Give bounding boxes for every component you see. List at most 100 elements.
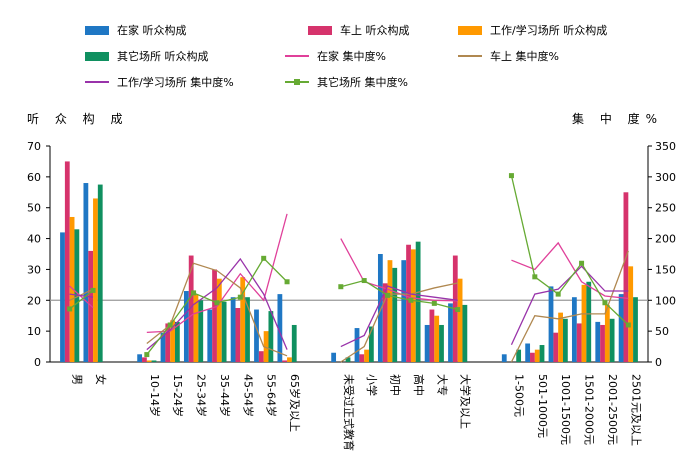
category-label: 55-64岁 xyxy=(265,374,279,417)
bar xyxy=(198,300,204,362)
line-marker xyxy=(90,287,96,293)
bar xyxy=(151,360,157,362)
legend-label: 其它场所 集中度% xyxy=(317,76,408,89)
series-line xyxy=(340,285,458,348)
bar xyxy=(277,294,283,362)
line-marker xyxy=(284,279,290,285)
legend-swatch xyxy=(85,51,109,61)
bar xyxy=(88,250,94,362)
bar xyxy=(282,360,288,362)
right-tick-label: 150 xyxy=(655,263,676,276)
series-line xyxy=(511,241,629,300)
line-marker xyxy=(214,300,220,306)
bar xyxy=(368,326,374,362)
line-marker xyxy=(67,306,73,312)
legend-item-work-audience: 工作/学习场所 听众构成 xyxy=(458,23,607,37)
left-tick-label: 40 xyxy=(27,233,41,246)
bar xyxy=(263,331,269,362)
line-marker xyxy=(144,352,150,358)
bar xyxy=(345,357,351,362)
line-marker xyxy=(602,300,608,306)
legend-swatch xyxy=(85,81,109,83)
series-line xyxy=(146,257,288,351)
bar xyxy=(410,249,416,362)
bar xyxy=(235,308,241,362)
series-line xyxy=(146,213,288,334)
line-marker xyxy=(532,274,538,280)
bar xyxy=(558,312,563,362)
category-label: 35-44岁 xyxy=(218,374,232,417)
bar xyxy=(216,278,222,362)
legend-marker xyxy=(294,79,300,85)
right-tick-label: 200 xyxy=(655,233,676,246)
bar xyxy=(618,294,624,362)
bar xyxy=(516,349,522,362)
bar xyxy=(586,281,592,362)
left-tick-label: 20 xyxy=(27,294,41,307)
legend-item-work-concentration: 工作/学习场所 集中度% xyxy=(85,75,234,89)
line-marker xyxy=(261,255,267,261)
bar xyxy=(595,321,601,362)
bar xyxy=(212,269,217,362)
bar xyxy=(401,260,407,362)
category-label: 女 xyxy=(94,374,108,385)
bar xyxy=(600,324,605,362)
bar xyxy=(609,318,615,362)
bar xyxy=(93,198,98,362)
line-marker xyxy=(338,284,344,290)
left-axis-title: 听 众 构 成 xyxy=(27,112,129,126)
right-tick-label: 100 xyxy=(655,294,676,307)
legend-item-other-concentration: 其它场所 集中度% xyxy=(285,75,408,89)
bar xyxy=(137,354,143,362)
legend-label: 工作/学习场所 集中度% xyxy=(117,76,234,89)
bar xyxy=(439,324,444,362)
category-label: 初中 xyxy=(389,374,403,396)
bar xyxy=(387,260,393,362)
bar xyxy=(287,357,292,362)
category-label: 高中 xyxy=(412,374,426,396)
bar xyxy=(406,244,411,362)
bar xyxy=(146,360,152,362)
bar xyxy=(548,286,554,362)
bar xyxy=(364,349,369,362)
left-tick-label: 50 xyxy=(27,202,41,215)
category-label: 15-24岁 xyxy=(171,374,185,417)
legend-swatch xyxy=(285,55,309,57)
legend-label: 工作/学习场所 听众构成 xyxy=(490,24,608,37)
line-marker xyxy=(455,307,461,313)
right-tick-label: 300 xyxy=(655,171,676,184)
right-tick-label: 350 xyxy=(655,140,676,153)
category-label: 小学 xyxy=(365,374,379,396)
category-label: 45-54岁 xyxy=(241,374,255,417)
line-marker xyxy=(508,173,514,179)
bar xyxy=(258,351,264,362)
series-line xyxy=(340,279,458,311)
legend: 在家 听众构成 车上 听众构成 工作/学习场所 听众构成 其它场所 听众构成 在… xyxy=(85,18,685,98)
bar xyxy=(462,304,468,362)
bar xyxy=(60,232,65,362)
bar xyxy=(457,278,463,362)
bar xyxy=(571,297,577,362)
legend-label: 车上 听众构成 xyxy=(340,24,410,37)
bar xyxy=(221,301,227,362)
legend-swatch xyxy=(285,79,309,85)
legend-item-home-concentration: 在家 集中度% xyxy=(285,49,386,63)
bar xyxy=(448,303,453,362)
bar xyxy=(562,318,568,362)
line-marker xyxy=(385,292,391,298)
right-tick-label: 0 xyxy=(655,356,662,369)
bar xyxy=(434,315,440,362)
legend-item-other-audience: 其它场所 听众构成 xyxy=(85,49,209,63)
right-axis-title: 集 中 度% xyxy=(572,112,664,126)
bar xyxy=(525,343,531,362)
legend-swatch xyxy=(85,25,109,35)
line-marker xyxy=(579,260,585,266)
bar xyxy=(170,320,175,362)
bar xyxy=(331,352,337,362)
line-marker xyxy=(167,322,173,328)
bar xyxy=(230,297,236,362)
series-line xyxy=(340,282,458,363)
legend-label: 其它场所 听众构成 xyxy=(117,50,209,63)
line-marker xyxy=(555,291,561,297)
bar xyxy=(354,328,360,362)
